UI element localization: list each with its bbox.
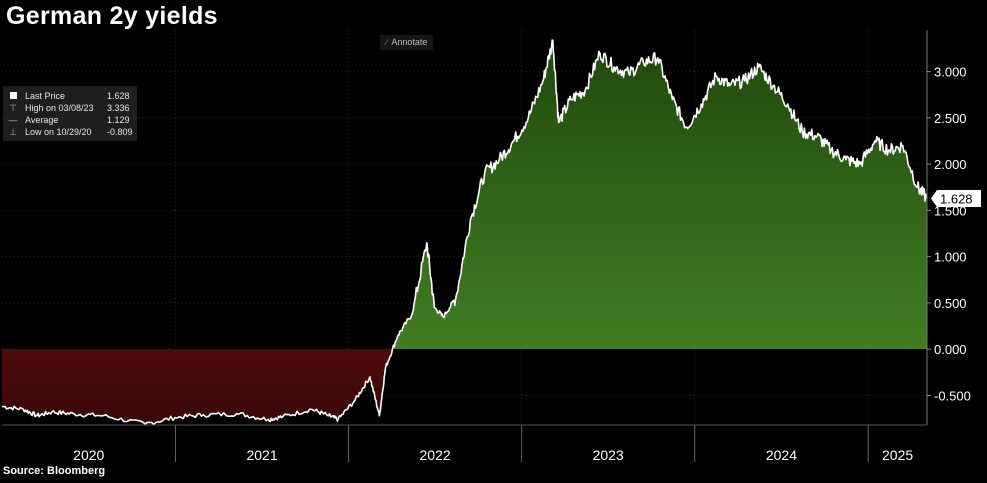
x-tick-label: 2025: [882, 447, 913, 463]
y-tick-label: 1.000: [934, 250, 967, 265]
legend-label: Average: [25, 115, 59, 125]
square-icon: [7, 90, 19, 102]
y-tick-label: 0.000: [934, 342, 967, 357]
legend-row-average: — Average 1.129: [3, 114, 137, 126]
legend-value: 3.336: [107, 103, 130, 113]
x-tick-label: 2020: [73, 447, 104, 463]
chart-title: German 2y yields: [6, 2, 218, 30]
x-tick-label: 2021: [246, 447, 277, 463]
y-axis-ticks: -0.500 0.000 0.500 1.000 1.500 2.000 2.500 3.00…: [927, 65, 971, 403]
annotate-button[interactable]: ∕ Annotate: [380, 35, 434, 50]
legend-value: 1.628: [107, 91, 130, 101]
low-marker-icon: ⊥: [9, 127, 17, 137]
high-marker-icon: ⊤: [9, 103, 17, 113]
x-tick-label: 2024: [766, 447, 797, 463]
x-tick-label: 2023: [593, 447, 624, 463]
pencil-icon: ∕: [386, 38, 388, 47]
legend-value: -0.809: [107, 127, 133, 137]
last-price-tag-shape: [931, 190, 981, 208]
legend-value: 1.129: [107, 115, 130, 125]
y-tick-label: 0.500: [934, 296, 967, 311]
legend-label: Low on 10/29/20: [25, 127, 92, 137]
last-price-tag: 1.628: [931, 190, 981, 208]
annotate-label: Annotate: [391, 37, 428, 47]
source-note: Source: Bloomberg: [3, 465, 106, 477]
legend-row-high: ⊤ High on 03/08/23 3.336: [3, 102, 137, 114]
y-tick-label: -0.500: [934, 388, 971, 403]
legend-label: Last Price: [25, 91, 66, 101]
last-price-tag-label: 1.628: [940, 192, 973, 207]
y-tick-label: 2.000: [934, 157, 967, 172]
legend-row-low: ⊥ Low on 10/29/20 -0.809: [3, 126, 137, 138]
legend-row-last-price: Last Price 1.628: [3, 90, 137, 102]
average-marker-icon: —: [8, 115, 18, 125]
y-tick-label: 2.500: [934, 111, 967, 126]
x-axis-ticks: 2020 2021 2022 2023 2024 2025: [73, 425, 913, 463]
legend-panel: Last Price 1.628 ⊤ High on 03/08/23 3.33…: [3, 86, 137, 141]
y-tick-label: 3.000: [934, 65, 967, 80]
negative-area: [2, 349, 393, 425]
series-line: [1, 39, 928, 426]
x-tick-label: 2022: [420, 447, 451, 463]
y-tick-label: 1.500: [934, 203, 967, 218]
legend-label: High on 03/08/23: [25, 103, 94, 113]
